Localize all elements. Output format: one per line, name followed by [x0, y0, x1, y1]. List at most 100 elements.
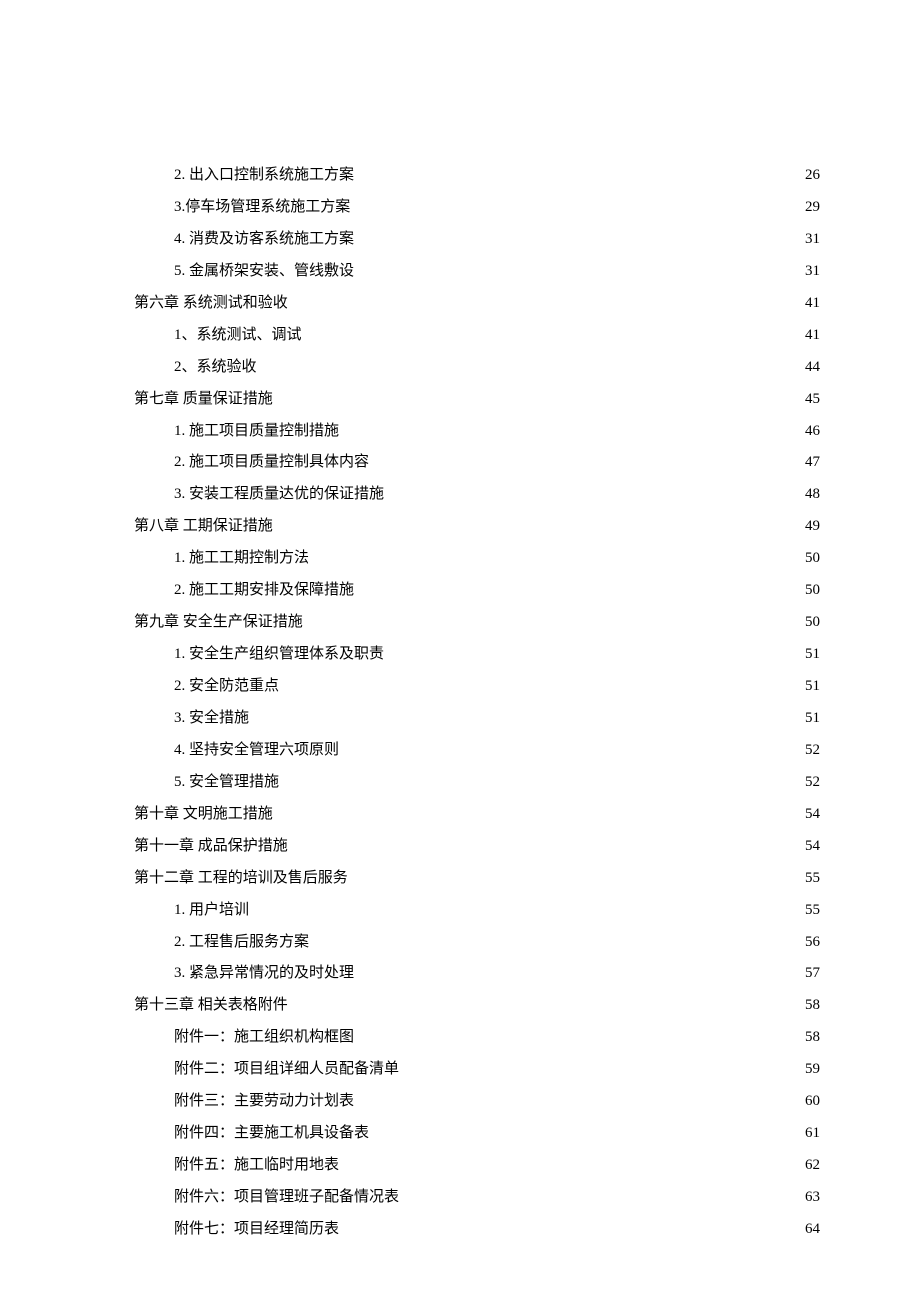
toc-page-number: 59: [805, 1054, 820, 1086]
toc-page-number: 62: [805, 1150, 820, 1182]
toc-entry: 4. 消费及访客系统施工方案 31: [100, 224, 820, 256]
toc-leader-dots: [356, 1090, 803, 1105]
toc-page-number: 54: [805, 799, 820, 831]
toc-page-number: 31: [805, 256, 820, 288]
toc-container: 2. 出入口控制系统施工方案263.停车场管理系统施工方案294. 消费及访客系…: [100, 160, 820, 1246]
toc-page-number: 58: [805, 1022, 820, 1054]
toc-entry: 附件五：施工临时用地表 62: [100, 1150, 820, 1182]
toc-label: 1. 施工工期控制方法: [174, 543, 309, 575]
toc-leader-dots: [311, 547, 803, 562]
toc-label: 2. 出入口控制系统施工方案: [174, 160, 354, 192]
toc-label: 1. 用户培训: [174, 895, 249, 927]
toc-entry: 附件四：主要施工机具设备表 61: [100, 1118, 820, 1150]
toc-leader-dots: [356, 228, 803, 243]
toc-label: 第十一章 成品保护措施: [134, 831, 288, 863]
toc-leader-dots: [281, 675, 803, 690]
toc-entry: 第六章 系统测试和验收41: [100, 288, 820, 320]
toc-page-number: 48: [805, 479, 820, 511]
toc-leader-dots: [275, 515, 803, 530]
toc-leader-dots: [356, 1026, 803, 1041]
toc-leader-dots: [356, 579, 803, 594]
toc-label: 1、系统测试、调试: [174, 320, 302, 352]
toc-entry: 5. 金属桥架安装、管线敷设 31: [100, 256, 820, 288]
toc-leader-dots: [290, 994, 803, 1009]
toc-leader-dots: [311, 931, 803, 946]
toc-label: 附件四：主要施工机具设备表: [174, 1118, 369, 1150]
toc-label: 2. 安全防范重点: [174, 671, 279, 703]
toc-page-number: 50: [805, 543, 820, 575]
toc-page-number: 55: [805, 895, 820, 927]
toc-label: 2. 工程售后服务方案: [174, 927, 309, 959]
toc-entry: 2. 工程售后服务方案 56: [100, 927, 820, 959]
toc-page-number: 45: [805, 384, 820, 416]
toc-page-number: 61: [805, 1118, 820, 1150]
toc-entry: 第七章 质量保证措施 45: [100, 384, 820, 416]
toc-page-number: 57: [805, 958, 820, 990]
toc-entry: 第十三章 相关表格附件58: [100, 990, 820, 1022]
toc-entry: 附件二：项目组详细人员配备清单 59: [100, 1054, 820, 1086]
toc-leader-dots: [341, 1154, 803, 1169]
toc-label: 2、系统验收: [174, 352, 257, 384]
toc-entry: 3.停车场管理系统施工方案 29: [100, 192, 820, 224]
toc-leader-dots: [401, 1186, 803, 1201]
toc-leader-dots: [259, 356, 803, 371]
toc-label: 第十二章 工程的培训及售后服务: [134, 863, 348, 895]
toc-page-number: 58: [805, 990, 820, 1022]
toc-page-number: 41: [805, 320, 820, 352]
toc-label: 附件六：项目管理班子配备情况表: [174, 1182, 399, 1214]
toc-leader-dots: [290, 835, 803, 850]
toc-entry: 附件六：项目管理班子配备情况表63: [100, 1182, 820, 1214]
toc-leader-dots: [290, 292, 803, 307]
toc-page-number: 41: [805, 288, 820, 320]
toc-entry: 附件七：项目经理简历表64: [100, 1214, 820, 1246]
toc-leader-dots: [371, 1122, 803, 1137]
toc-leader-dots: [341, 420, 803, 435]
toc-label: 第七章 质量保证措施: [134, 384, 273, 416]
toc-leader-dots: [356, 962, 803, 977]
toc-leader-dots: [251, 899, 803, 914]
toc-label: 3.停车场管理系统施工方案: [174, 192, 350, 224]
toc-leader-dots: [341, 1218, 803, 1233]
toc-entry: 1. 施工工期控制方法 50: [100, 543, 820, 575]
toc-page-number: 52: [805, 735, 820, 767]
toc-label: 3. 紧急异常情况的及时处理: [174, 958, 354, 990]
toc-page-number: 64: [805, 1214, 820, 1246]
toc-label: 5. 安全管理措施: [174, 767, 279, 799]
toc-leader-dots: [275, 388, 803, 403]
toc-label: 附件五：施工临时用地表: [174, 1150, 339, 1182]
toc-page-number: 60: [805, 1086, 820, 1118]
toc-leader-dots: [356, 164, 803, 179]
toc-entry: 第八章 工期保证措施49: [100, 511, 820, 543]
toc-entry: 1. 施工项目质量控制措施46: [100, 416, 820, 448]
toc-page-number: 55: [805, 863, 820, 895]
toc-entry: 第十二章 工程的培训及售后服务 55: [100, 863, 820, 895]
toc-entry: 2、系统验收 44: [100, 352, 820, 384]
toc-page-number: 44: [805, 352, 820, 384]
toc-page-number: 50: [805, 607, 820, 639]
toc-leader-dots: [281, 771, 803, 786]
toc-page-number: 31: [805, 224, 820, 256]
toc-entry: 第十一章 成品保护措施54: [100, 831, 820, 863]
toc-leader-dots: [350, 867, 803, 882]
toc-label: 附件二：项目组详细人员配备清单: [174, 1054, 399, 1086]
toc-leader-dots: [341, 739, 803, 754]
toc-page-number: 51: [805, 671, 820, 703]
toc-label: 4. 坚持安全管理六项原则: [174, 735, 339, 767]
toc-label: 3. 安全措施: [174, 703, 249, 735]
toc-label: 1. 施工项目质量控制措施: [174, 416, 339, 448]
toc-leader-dots: [401, 1058, 803, 1073]
toc-label: 5. 金属桥架安装、管线敷设: [174, 256, 354, 288]
toc-page-number: 47: [805, 447, 820, 479]
toc-page-number: 50: [805, 575, 820, 607]
toc-leader-dots: [304, 324, 803, 339]
toc-page-number: 29: [805, 192, 820, 224]
toc-leader-dots: [305, 611, 803, 626]
toc-label: 2. 施工工期安排及保障措施: [174, 575, 354, 607]
toc-entry: 2. 施工工期安排及保障措施 50: [100, 575, 820, 607]
toc-entry: 5. 安全管理措施52: [100, 767, 820, 799]
toc-page-number: 56: [805, 927, 820, 959]
toc-entry: 3. 安装工程质量达优的保证措施48: [100, 479, 820, 511]
toc-label: 4. 消费及访客系统施工方案: [174, 224, 354, 256]
toc-label: 2. 施工项目质量控制具体内容: [174, 447, 369, 479]
toc-entry: 2. 安全防范重点 51: [100, 671, 820, 703]
